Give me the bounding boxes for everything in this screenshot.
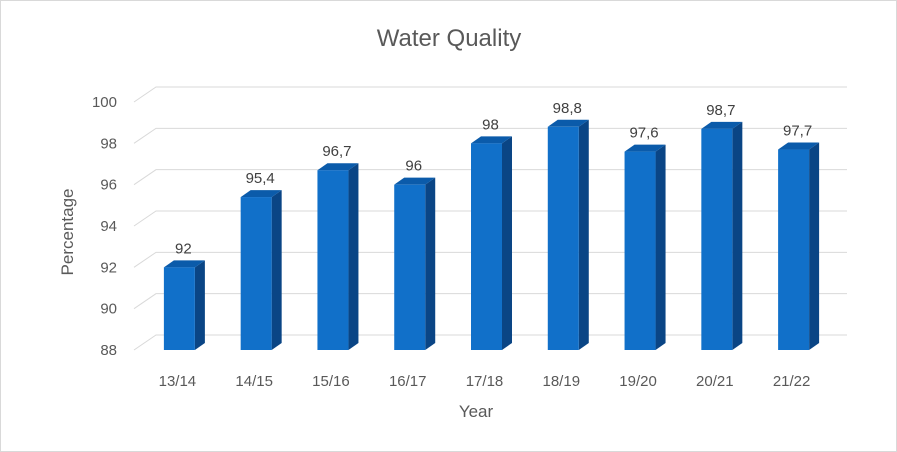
- x-tick-label: 15/16: [312, 373, 350, 390]
- bar: [394, 177, 436, 350]
- bar-top: [163, 260, 205, 268]
- bar-top: [394, 177, 436, 185]
- bar-top: [624, 144, 666, 152]
- bar-top: [317, 163, 359, 171]
- bar-side: [502, 136, 512, 350]
- gridline: [133, 251, 847, 268]
- gridline: [133, 334, 847, 351]
- y-tick-label: 100: [92, 94, 117, 111]
- bar: [624, 144, 666, 350]
- bar-top: [240, 190, 282, 198]
- y-tick-label: 88: [100, 342, 117, 359]
- bar-side: [194, 260, 205, 350]
- x-axis-ticks: 13/14 14/15 15/16 16/17 17/18 18/19 19/20 20/21…: [159, 373, 811, 390]
- data-label: 98: [482, 116, 499, 133]
- bar-side: [655, 144, 666, 350]
- y-tick-label: 90: [100, 301, 117, 318]
- gridline: [133, 210, 847, 227]
- y-axis-title: Percentage: [58, 189, 77, 276]
- bar: [317, 163, 359, 350]
- bar-front: [317, 170, 349, 350]
- chart-title: Water Quality: [377, 25, 521, 52]
- bar: [163, 260, 205, 350]
- data-label: 95,4: [246, 170, 275, 187]
- bar-front: [547, 126, 579, 350]
- bar-top: [778, 142, 820, 150]
- data-label: 98,7: [706, 102, 735, 119]
- bar-side: [271, 190, 282, 350]
- data-label: 96,7: [322, 143, 351, 160]
- y-tick-label: 96: [100, 177, 117, 194]
- gridline: [133, 293, 847, 310]
- gridlines: [133, 86, 847, 351]
- bar-front: [701, 128, 733, 350]
- bar-side: [732, 121, 743, 350]
- bar: [701, 121, 743, 350]
- x-tick-label: 18/19: [543, 373, 581, 390]
- bar-front: [240, 197, 272, 350]
- data-label: 97,7: [783, 123, 812, 140]
- x-tick-label: 21/22: [773, 373, 811, 390]
- x-tick-label: 16/17: [389, 373, 427, 390]
- x-axis-title: Year: [459, 402, 494, 421]
- bar-front: [394, 184, 426, 350]
- gridline: [133, 86, 847, 103]
- bar-front: [624, 151, 656, 350]
- x-tick-label: 13/14: [159, 373, 197, 390]
- x-tick-label: 17/18: [466, 373, 504, 390]
- bar: [778, 142, 820, 350]
- bar-side: [348, 163, 359, 350]
- bar-front: [163, 267, 195, 350]
- bar: [547, 119, 589, 350]
- bar-side: [578, 119, 589, 350]
- data-labels: 92 95,4 96,7 96 98 98,8 97,6 98,7 97,7: [175, 100, 812, 258]
- y-tick-label: 98: [100, 135, 117, 152]
- y-tick-label: 92: [100, 259, 117, 276]
- data-label: 96: [405, 158, 422, 175]
- y-axis-ticks: 88 90 92 94 96 98 100: [92, 94, 117, 359]
- bar-front: [471, 143, 502, 350]
- gridline: [133, 127, 847, 144]
- bar-side: [425, 177, 436, 350]
- x-tick-label: 19/20: [619, 373, 657, 390]
- bar-top: [471, 136, 512, 144]
- bar-front: [778, 149, 810, 350]
- y-tick-label: 94: [100, 218, 117, 235]
- bar: [471, 136, 512, 350]
- bar: [240, 190, 282, 350]
- x-tick-label: 20/21: [696, 373, 734, 390]
- bar-top: [701, 121, 743, 129]
- data-label: 92: [175, 240, 192, 257]
- x-tick-label: 14/15: [235, 373, 273, 390]
- data-label: 97,6: [629, 125, 658, 142]
- bars: [163, 119, 820, 350]
- gridline: [133, 169, 847, 186]
- bar-top: [547, 119, 589, 127]
- data-label: 98,8: [553, 100, 582, 117]
- bar-side: [809, 142, 820, 350]
